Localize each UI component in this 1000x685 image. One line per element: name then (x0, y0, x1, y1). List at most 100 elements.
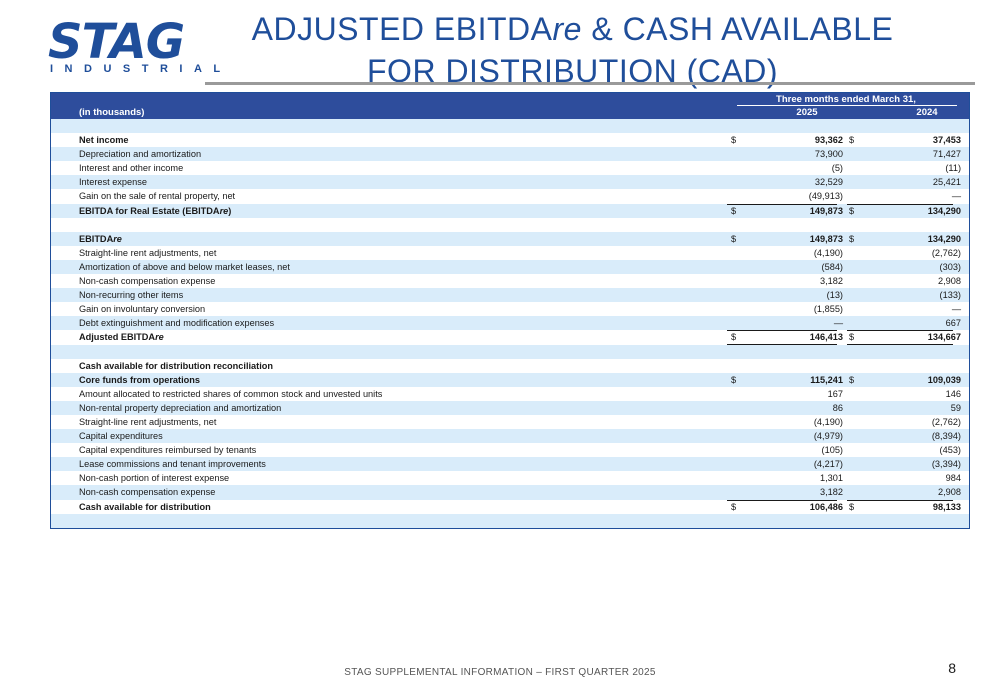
value-2025: (105) (821, 445, 843, 456)
row-label: Debt extinguishment and modification exp… (79, 318, 275, 329)
value-2025: 86 (832, 402, 843, 413)
table-row: Net income $93,362 $37,453 (51, 133, 969, 148)
value-2024: (2,762) (931, 247, 961, 258)
value-2025: (584) (821, 261, 843, 272)
title-italic: re (552, 11, 582, 47)
value-2025: 149,873 (809, 205, 843, 216)
table-row (51, 217, 969, 232)
value-2025: 3,182 (820, 276, 843, 287)
table-row: Straight-line rent adjustments, net (4,19… (51, 245, 969, 260)
value-2024: 98,133 (932, 501, 961, 512)
value-2024: — (951, 304, 961, 315)
value-2024: 134,290 (927, 233, 961, 244)
row-label: Core funds from operations (79, 374, 200, 385)
value-2025: — (833, 318, 843, 329)
value-2025: (13) (826, 290, 843, 301)
financial-table: Three months ended March 31, (in thousan… (50, 92, 970, 529)
value-2024: (133) (939, 290, 961, 301)
table-row (51, 513, 969, 528)
value-2025: 115,241 (810, 374, 843, 385)
table-row: Debt extinguishment and modification exp… (51, 316, 969, 331)
table-row: EBITDA for Real Estate (EBITDAre) $149,87… (51, 203, 969, 221)
table-row: Non-recurring other items (13) (133) (51, 288, 969, 303)
value-2024: — (951, 191, 961, 202)
table-header: Three months ended March 31, (in thousan… (51, 93, 969, 119)
value-2024: 146 (945, 388, 961, 399)
value-2025: (4,217) (813, 459, 843, 470)
table-row: Gain on involuntary conversion (1,855) — (51, 302, 969, 317)
value-2025: 149,873 (809, 233, 843, 244)
value-2024: 134,667 (927, 332, 961, 343)
value-2025: 167 (827, 388, 843, 399)
value-2024: 59 (950, 402, 961, 413)
table-row: Non-cash compensation expense 3,182 2,908 (51, 274, 969, 289)
value-2024: 25,421 (932, 177, 961, 188)
value-2024: 71,427 (932, 149, 961, 160)
table-body: Net income $93,362 $37,453 Depreciation and… (51, 119, 969, 528)
year-2025-header: 2025 (796, 107, 818, 118)
table-row: Gain on the sale of rental property, net… (51, 189, 969, 204)
table-row: Non-rental property depreciation and amo… (51, 400, 969, 415)
table-row: Lease commissions and tenant improvement… (51, 457, 969, 472)
currency-2025: $ (731, 135, 737, 146)
table-row (51, 344, 969, 359)
row-label: Non-rental property depreciation and amo… (79, 402, 282, 413)
row-label: Interest and other income (79, 163, 184, 174)
value-2025: 1,301 (820, 473, 843, 484)
value-2024: 667 (945, 318, 961, 329)
row-label: Adjusted EBITDAre (79, 332, 164, 343)
value-2024: 37,453 (932, 135, 961, 146)
value-2025: 32,529 (814, 177, 843, 188)
value-2024: (453) (939, 445, 961, 456)
row-label: EBITDA for Real Estate (EBITDAre) (79, 205, 232, 216)
value-2025: 146,413 (809, 332, 843, 343)
row-label: EBITDAre (79, 233, 122, 244)
value-2024: 2,908 (938, 276, 961, 287)
table-row: Cash available for distribution $106,486 $… (51, 499, 969, 517)
table-row: Interest expense 32,529 25,421 (51, 175, 969, 190)
row-label: Cash available for distribution (79, 501, 211, 512)
title-divider (205, 82, 975, 85)
table-row: Interest and other income (5) (11) (51, 161, 969, 176)
row-label: Gain on the sale of rental property, net (79, 191, 236, 202)
currency-2025: $ (731, 205, 737, 216)
value-2024: (8,394) (931, 431, 961, 442)
row-label: Amortization of above and below market l… (79, 261, 290, 272)
value-2025: 3,182 (820, 487, 843, 498)
footer-text: STAG SUPPLEMENTAL INFORMATION – FIRST QU… (344, 667, 656, 678)
currency-2024: $ (849, 135, 855, 146)
table-row: Capital expenditures (4,979) (8,394) (51, 429, 969, 444)
row-label: Lease commissions and tenant improvement… (79, 459, 266, 470)
period-header: Three months ended March 31, (776, 94, 916, 105)
value-2024: 2,908 (938, 487, 961, 498)
value-2025: (49,913) (808, 191, 843, 202)
table-row: Non-cash compensation expense 3,182 2,908 (51, 485, 969, 500)
value-2025: (4,190) (813, 416, 843, 427)
value-2025: (4,979) (813, 431, 843, 442)
value-2025: 106,486 (809, 501, 843, 512)
row-label: Non-cash portion of interest expense (79, 473, 230, 484)
table-row: EBITDAre $149,873 $134,290 (51, 231, 969, 246)
table-row: Non-cash portion of interest expense 1,30… (51, 471, 969, 486)
row-label: Capital expenditures (79, 431, 163, 442)
value-2024: (11) (945, 163, 961, 174)
table-row: Straight-line rent adjustments, net (4,19… (51, 414, 969, 430)
page-title: ADJUSTED EBITDAre & CASH AVAILABLE FOR D… (215, 8, 930, 92)
value-2024: (303) (939, 261, 961, 272)
title-part-1: ADJUSTED EBITDA (251, 11, 553, 47)
currency-2024: $ (849, 374, 855, 385)
row-label: Depreciation and amortization (79, 149, 202, 160)
table-row: Capital expenditures reimbursed by tenan… (51, 443, 969, 458)
period-underline (737, 105, 957, 106)
stag-industrial-logo: STAG INDUSTRIAL (48, 14, 220, 80)
table-row: Adjusted EBITDAre $146,413 $134,667 (51, 330, 969, 348)
currency-2024: $ (849, 332, 855, 343)
row-label: Net income (79, 135, 129, 146)
table-row (51, 119, 969, 134)
logo-wordmark: STAG (48, 14, 185, 70)
value-2025: (1,855) (813, 304, 843, 315)
row-label: Cash available for distribution reconcil… (79, 360, 273, 371)
currency-2025: $ (731, 332, 737, 343)
value-2025: (5) (831, 163, 843, 174)
row-label: Non-cash compensation expense (79, 276, 216, 287)
